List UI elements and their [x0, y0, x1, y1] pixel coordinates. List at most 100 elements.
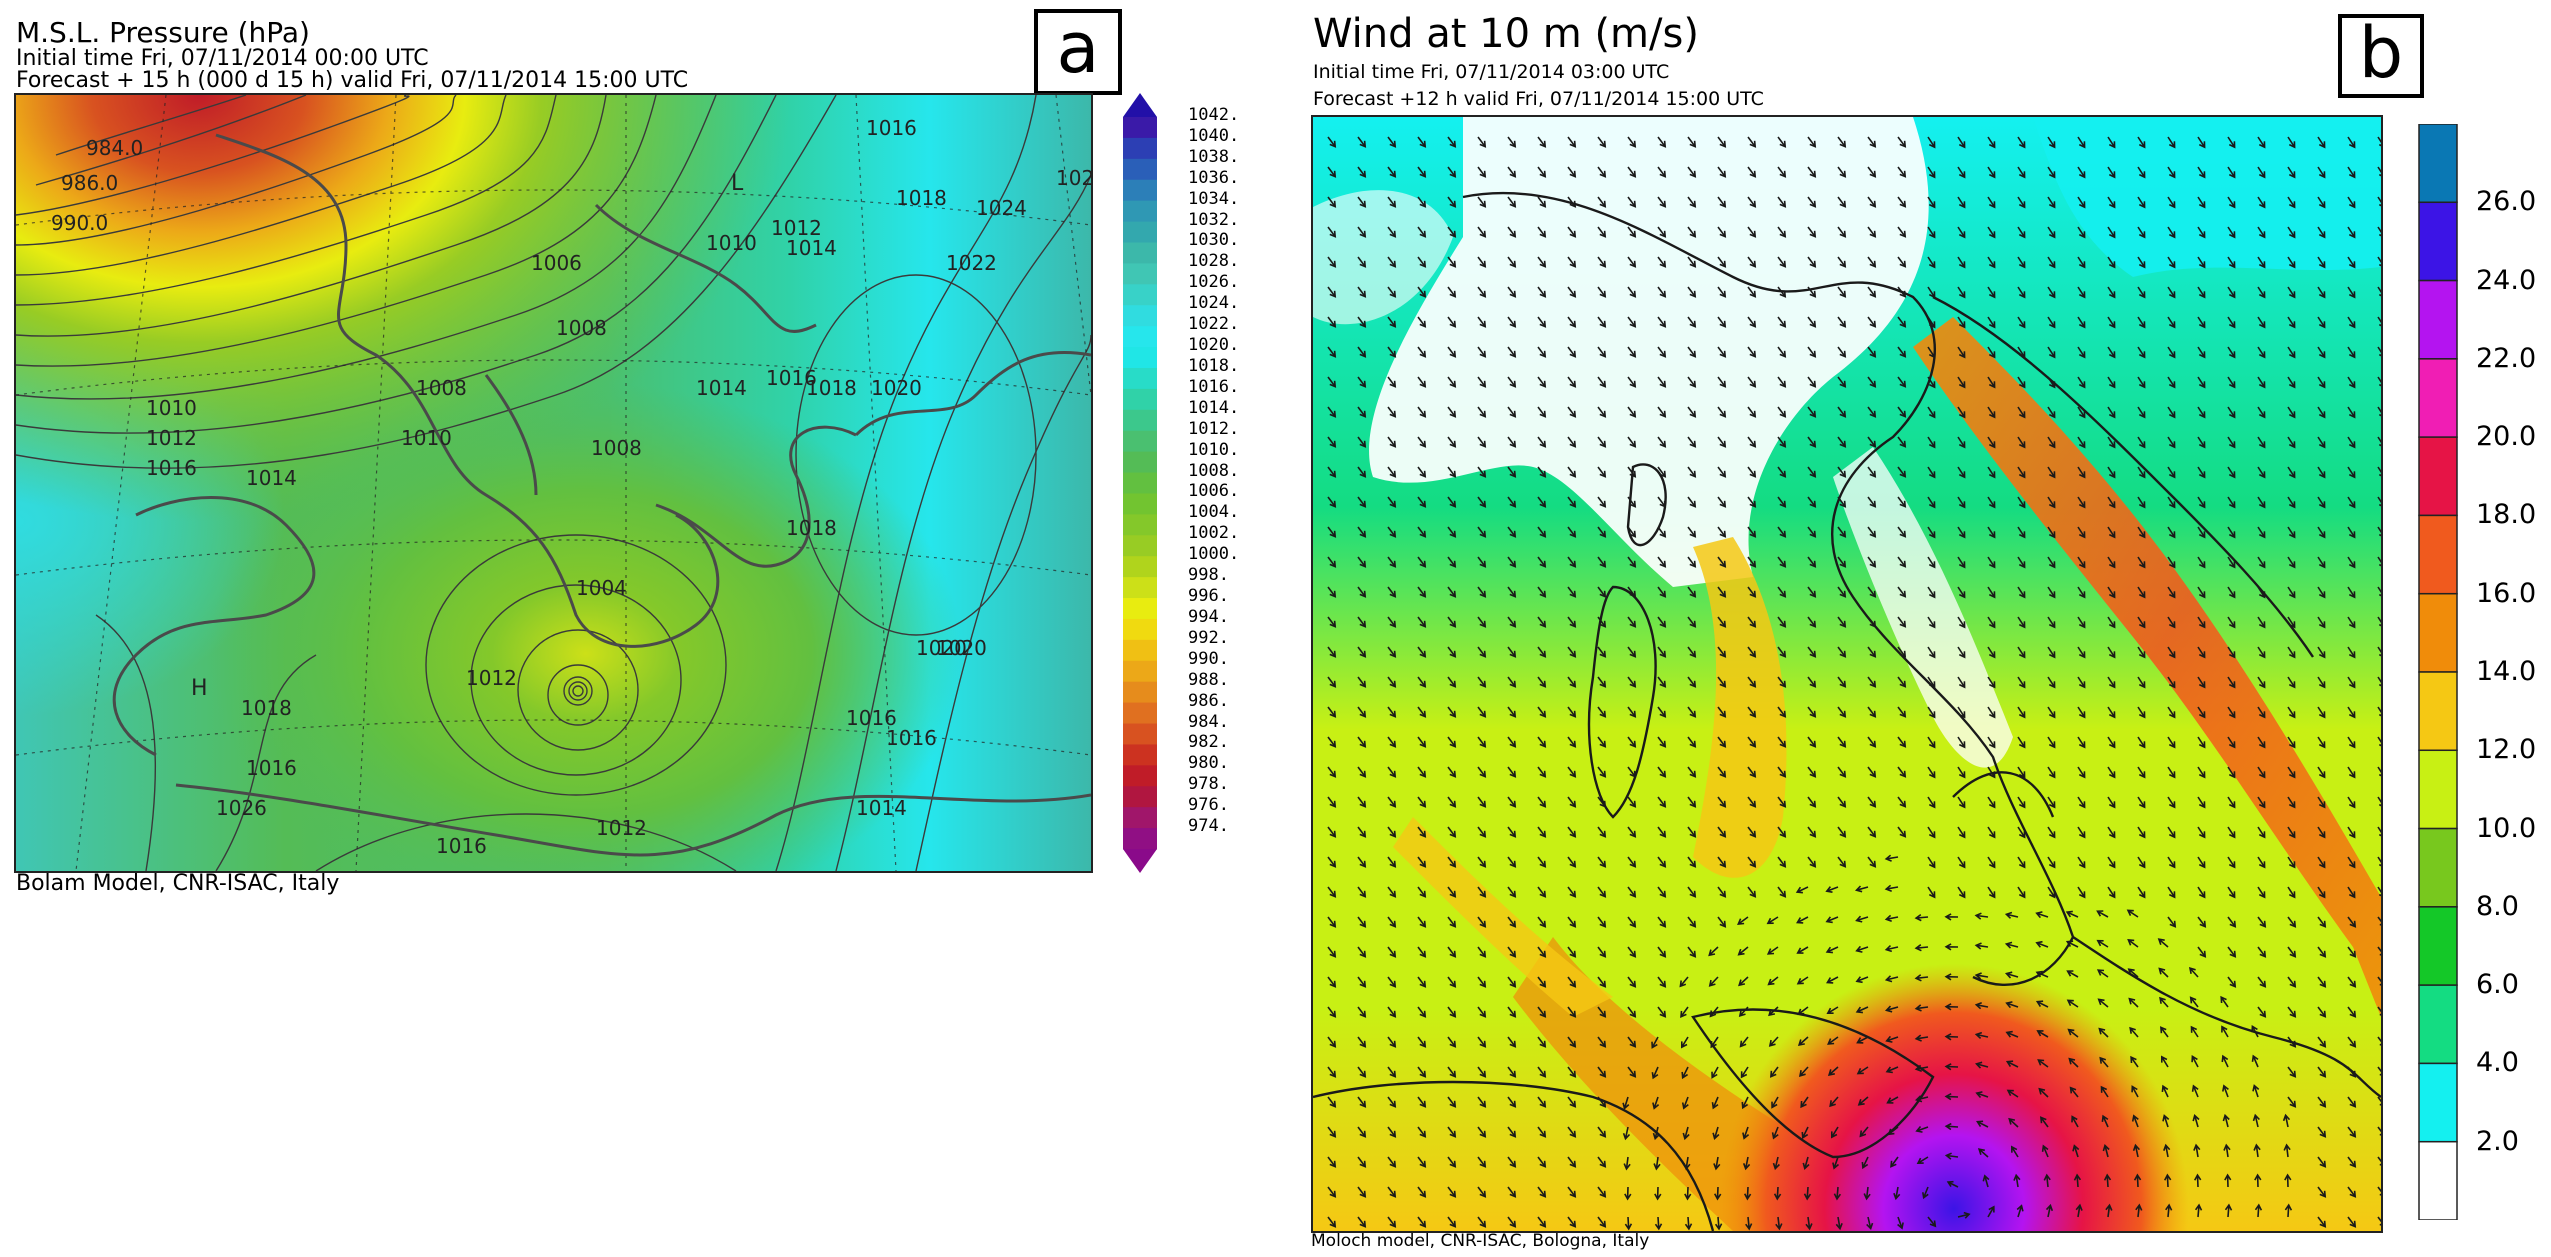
- wind-vector: [2077, 466, 2086, 479]
- wind-vector: [1657, 556, 1667, 568]
- wind-vector: [2197, 406, 2206, 419]
- wind-vector: [2287, 136, 2296, 149]
- wind-vector: [1537, 736, 1547, 748]
- wind-vector: [2197, 766, 2206, 779]
- wind-vector: [2317, 1126, 2327, 1138]
- wind-vector: [1627, 676, 1637, 688]
- wind-vector: [1597, 346, 1607, 358]
- wind-vector: [2167, 646, 2176, 659]
- wind-vector: [1957, 766, 1966, 779]
- colorbar-tick-label: 18.0: [2476, 499, 2537, 531]
- wind-vector: [2227, 196, 2236, 209]
- wind-vector: [1687, 136, 1697, 148]
- wind-vector: [2137, 436, 2146, 449]
- wind-vector: [1687, 646, 1697, 658]
- wind-vector: [2347, 1126, 2357, 1138]
- wind-vector: [1987, 226, 1996, 239]
- wind-vector: [1507, 1006, 1517, 1018]
- wind-vector: [2347, 676, 2356, 689]
- wind-vector: [1387, 406, 1397, 418]
- wind-vector: [1447, 796, 1457, 808]
- colorbar-tick-label: 1030.: [1188, 230, 1240, 251]
- colorbar-swatch: [1123, 117, 1157, 139]
- wind-vector: [1597, 646, 1607, 658]
- wind-vector: [2317, 196, 2326, 209]
- wind-vector: [1914, 913, 1929, 922]
- wind-vector: [2167, 406, 2176, 419]
- wind-vector: [1976, 1120, 1989, 1128]
- wind-vector: [1597, 676, 1607, 688]
- wind-vector: [1477, 886, 1487, 898]
- wind-vector: [1712, 1126, 1720, 1140]
- colorbar-tick-label: 10.0: [2476, 812, 2537, 844]
- wind-vector: [1357, 1096, 1367, 1108]
- wind-vector: [1447, 616, 1457, 628]
- wind-vector: [2197, 826, 2206, 839]
- wind-vector: [2047, 796, 2056, 809]
- wind-vector: [1717, 796, 1727, 808]
- wind-vector: [2035, 1000, 2049, 1008]
- wind-vector: [1687, 196, 1697, 208]
- wind-vector: [1884, 1005, 1899, 1013]
- wind-vector: [2131, 1114, 2139, 1128]
- wind-vector: [1796, 976, 1809, 985]
- wind-vector: [1387, 976, 1397, 988]
- wind-vector: [1708, 976, 1719, 987]
- isobar-label: 1012: [596, 816, 647, 840]
- wind-vector: [1807, 766, 1817, 778]
- wind-vector: [2103, 1173, 2112, 1188]
- wind-vector: [2347, 316, 2356, 329]
- wind-vector: [1747, 646, 1757, 658]
- colorbar-tick-label: 4.0: [2476, 1047, 2519, 1079]
- colorbar-swatch: [1123, 744, 1157, 766]
- wind-vector: [1627, 556, 1637, 568]
- wind-vector: [2254, 1173, 2262, 1188]
- wind-vector: [1861, 1156, 1869, 1170]
- wind-vector: [1597, 496, 1607, 508]
- wind-vector: [1687, 766, 1697, 778]
- wind-vector: [1657, 286, 1667, 298]
- wind-vector: [1927, 346, 1936, 359]
- wind-vector: [1447, 556, 1457, 568]
- wind-vector: [1797, 1006, 1809, 1016]
- wind-vector: [1987, 346, 1996, 359]
- wind-vector: [2131, 1085, 2139, 1098]
- colorbar-tick-label: 978.: [1188, 774, 1229, 795]
- wind-vector: [1627, 736, 1637, 748]
- wind-vector: [1747, 736, 1757, 748]
- wind-vector: [1387, 856, 1397, 868]
- wind-vector: [2287, 286, 2296, 299]
- wind-vector: [2287, 316, 2296, 329]
- colorbar-tick-label: 1012.: [1188, 418, 1240, 439]
- wind-vector: [1597, 916, 1607, 928]
- wind-vector: [2004, 971, 2019, 979]
- wind-vector: [2347, 406, 2356, 419]
- colorbar-swatch: [1123, 263, 1157, 285]
- wind-vector: [1597, 826, 1607, 838]
- isobar-label: 1012: [146, 426, 197, 450]
- wind-vector: [1567, 646, 1577, 658]
- panel-b-credit: Moloch model, CNR-ISAC, Bologna, Italy: [1311, 1231, 1650, 1251]
- wind-vector: [1738, 976, 1749, 987]
- wind-vector: [1681, 1066, 1689, 1080]
- wind-vector: [1805, 1216, 1813, 1231]
- wind-vector: [1687, 616, 1697, 628]
- wind-vector: [2047, 676, 2056, 689]
- wind-vector: [1417, 1036, 1427, 1048]
- wind-vector: [1657, 196, 1667, 208]
- wind-vector: [1477, 766, 1487, 778]
- wind-vector: [1537, 706, 1547, 718]
- wind-vector: [2096, 969, 2109, 978]
- wind-vector: [1657, 766, 1667, 778]
- wind-vector: [1867, 826, 1877, 838]
- wind-vector: [1327, 826, 1337, 838]
- wind-vector: [1507, 1156, 1517, 1168]
- wind-vector: [2287, 616, 2296, 629]
- wind-vector: [2317, 826, 2326, 839]
- wind-vector: [1927, 826, 1936, 839]
- wind-vector: [2287, 976, 2297, 988]
- wind-vector: [1622, 1126, 1631, 1141]
- wind-vector: [1327, 406, 1337, 418]
- wind-vector: [1987, 676, 1996, 689]
- wind-vector: [1597, 616, 1607, 628]
